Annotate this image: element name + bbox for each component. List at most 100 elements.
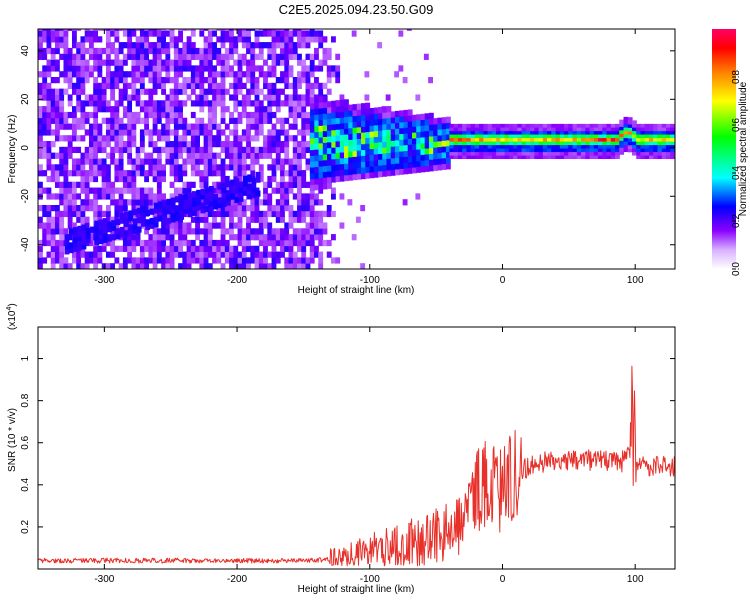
spectrogram-cell xyxy=(76,210,82,218)
spectrogram-cell xyxy=(50,205,56,212)
spectrogram-cell xyxy=(71,257,77,264)
spectrogram-cell xyxy=(483,127,489,132)
spectrogram-cell xyxy=(619,123,625,127)
spectrogram-cell xyxy=(275,210,281,218)
spectrogram-cell xyxy=(64,238,70,246)
spectrogram-cell xyxy=(84,263,90,269)
spectrogram-cell xyxy=(348,174,354,181)
spectrogram-cell xyxy=(644,127,650,132)
spectrogram-cell xyxy=(212,30,217,37)
spectrogram-cell xyxy=(606,134,612,139)
spectrogram-cell xyxy=(114,158,120,165)
spectrogram-cell xyxy=(77,230,83,237)
spectrogram-cell xyxy=(136,226,142,233)
spectrogram-cell xyxy=(152,42,158,49)
spectrogram-cell xyxy=(114,47,120,55)
snr-y-exponent-close: ) xyxy=(7,303,18,306)
spectrogram-cell xyxy=(212,71,217,78)
spectrogram-cell xyxy=(496,137,501,142)
spectrogram-cell xyxy=(267,222,273,229)
spectrogram-cell xyxy=(54,170,60,177)
spectrogram-cell xyxy=(165,234,171,241)
spectrogram-cell xyxy=(139,158,145,165)
spectrogram-cell xyxy=(356,155,362,163)
spectrogram-cell xyxy=(479,141,484,146)
spectrogram-cell xyxy=(428,112,434,120)
spectrogram-cell xyxy=(665,123,671,128)
spectrogram-cell xyxy=(251,191,257,198)
spectrogram-cell xyxy=(152,111,158,119)
spectrogram-cell xyxy=(93,82,99,90)
spectrogram-cell xyxy=(224,71,230,78)
spectrogram-cell xyxy=(220,30,226,37)
spectrogram-cell xyxy=(598,144,603,149)
spectrogram-cell xyxy=(122,187,128,194)
spectrogram-cell xyxy=(139,71,145,78)
spectrogram-cell xyxy=(182,129,188,136)
spectrogram-cell xyxy=(42,234,48,241)
spectrogram-cell xyxy=(67,47,73,55)
spectrogram-cell xyxy=(76,100,82,107)
spectrogram-cell xyxy=(339,169,345,176)
spectrogram-cell xyxy=(670,123,675,128)
spectrogram-cell xyxy=(212,65,217,72)
spectrogram-cell xyxy=(237,216,243,223)
spectrogram-cell xyxy=(50,239,56,247)
spectrogram-cell xyxy=(190,228,196,235)
spectrogram-cell xyxy=(165,135,171,142)
spectrogram-cell xyxy=(318,172,324,179)
spectrogram-cell xyxy=(42,222,48,229)
spectrogram-cell xyxy=(301,106,307,113)
spectrogram-cell xyxy=(97,205,103,212)
spectrogram-cell xyxy=(441,140,447,147)
spectrogram-cell xyxy=(424,159,430,167)
spectrogram-cell xyxy=(237,88,243,95)
spectrogram-cell xyxy=(250,251,256,258)
spectrogram-cell xyxy=(42,53,48,60)
spectrogram-cell xyxy=(63,36,69,43)
spectrogram-cell xyxy=(496,123,501,128)
spectrogram-cell xyxy=(428,124,434,131)
spectrogram-cell xyxy=(207,82,213,90)
spectrogram-cell xyxy=(424,119,430,126)
spectrogram-cell xyxy=(284,82,290,90)
spectrogram-cell xyxy=(161,77,166,84)
spectrogram-cell xyxy=(207,146,213,154)
spectrogram-cell xyxy=(449,155,455,160)
spectrogram-cell xyxy=(237,29,243,31)
spectrogram-cell xyxy=(394,145,400,153)
spectrogram-cell xyxy=(517,130,523,135)
spectrogram-cell xyxy=(237,210,243,218)
spectrogram-cell xyxy=(344,163,349,170)
spectrogram-cell xyxy=(297,199,302,206)
spectrogram-cell xyxy=(457,155,463,160)
spectrogram-cell xyxy=(98,228,104,235)
spectrogram-cell xyxy=(54,257,60,264)
spectrogram-cell xyxy=(318,210,324,218)
spectrogram-cell xyxy=(110,59,116,66)
spectrogram-cell xyxy=(153,207,159,214)
spectrogram-cell xyxy=(275,141,281,148)
spectrogram-cell xyxy=(220,164,226,171)
spectrogram-cell xyxy=(504,123,510,128)
spectrogram-cell xyxy=(288,222,294,229)
colorbar-tick-label: 0.8 xyxy=(731,70,742,84)
spectrogram-cell xyxy=(50,36,56,43)
spectrogram-cell xyxy=(344,169,349,176)
spectrogram-cell xyxy=(487,137,493,142)
spectrogram-cell xyxy=(344,151,349,158)
spectrogram-cell xyxy=(284,181,290,188)
spectrogram-cell xyxy=(653,151,659,156)
spectrogram-cell xyxy=(564,148,569,153)
spectrogram-cell xyxy=(386,140,392,148)
spectrogram-cell xyxy=(165,123,171,130)
spectrogram-cell xyxy=(225,199,231,206)
spectrogram-cell xyxy=(173,111,179,119)
spectrogram-cell xyxy=(71,170,77,177)
spectrogram-cell xyxy=(254,82,260,90)
spectrogram-cell xyxy=(288,30,294,37)
spectrogram-cell xyxy=(428,141,434,149)
spectrogram-cell xyxy=(356,103,362,110)
spectrogram-cell xyxy=(190,77,196,84)
spectrogram-cell xyxy=(161,135,166,142)
